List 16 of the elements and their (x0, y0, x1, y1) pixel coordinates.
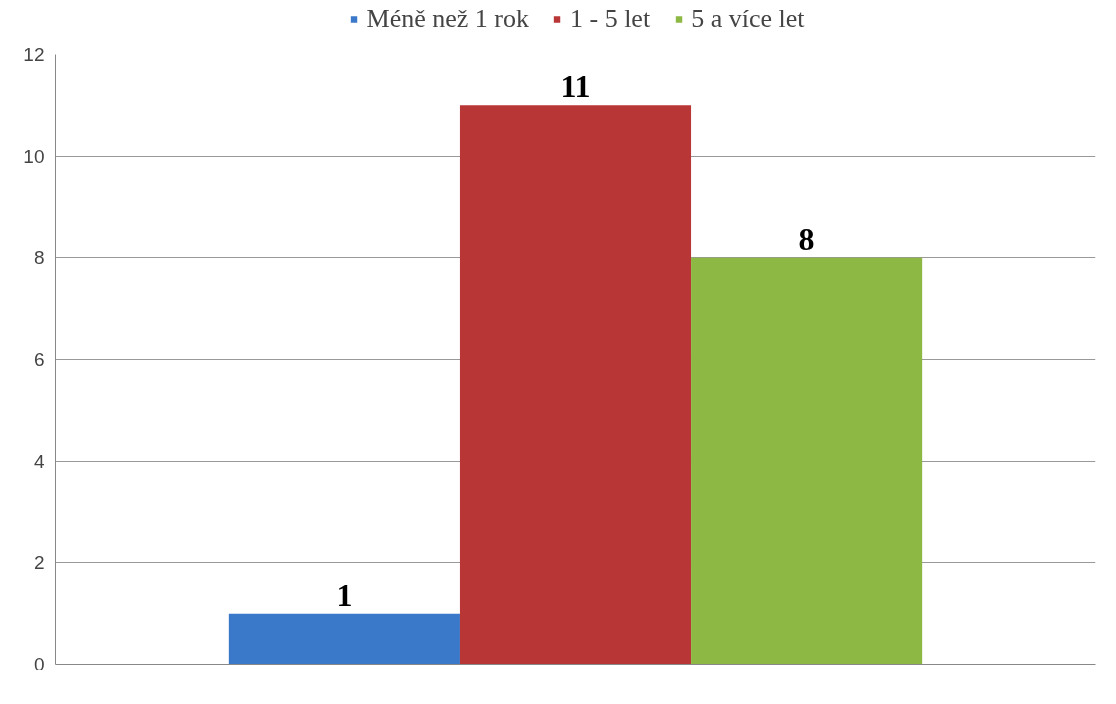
data-label: 11 (560, 68, 591, 105)
legend-label: 5 a více let (691, 4, 805, 34)
y-tick-label: 10 (23, 145, 45, 167)
bar (459, 105, 692, 665)
legend-label: Méně než 1 rok (366, 4, 529, 34)
y-tick-label: 4 (33, 450, 45, 472)
bar (691, 257, 923, 665)
y-tick-label: 6 (33, 349, 45, 370)
y-tick-label: 0 (33, 653, 45, 675)
y-tick-label: 8 (33, 247, 45, 269)
y-tick-label: 2 (33, 552, 45, 574)
legend-label: 1 - 5 let (569, 4, 651, 34)
y-tick-label: 12 (23, 44, 45, 65)
bar (228, 613, 460, 665)
data-label: 8 (798, 220, 815, 257)
data-label: 1 (336, 576, 353, 613)
